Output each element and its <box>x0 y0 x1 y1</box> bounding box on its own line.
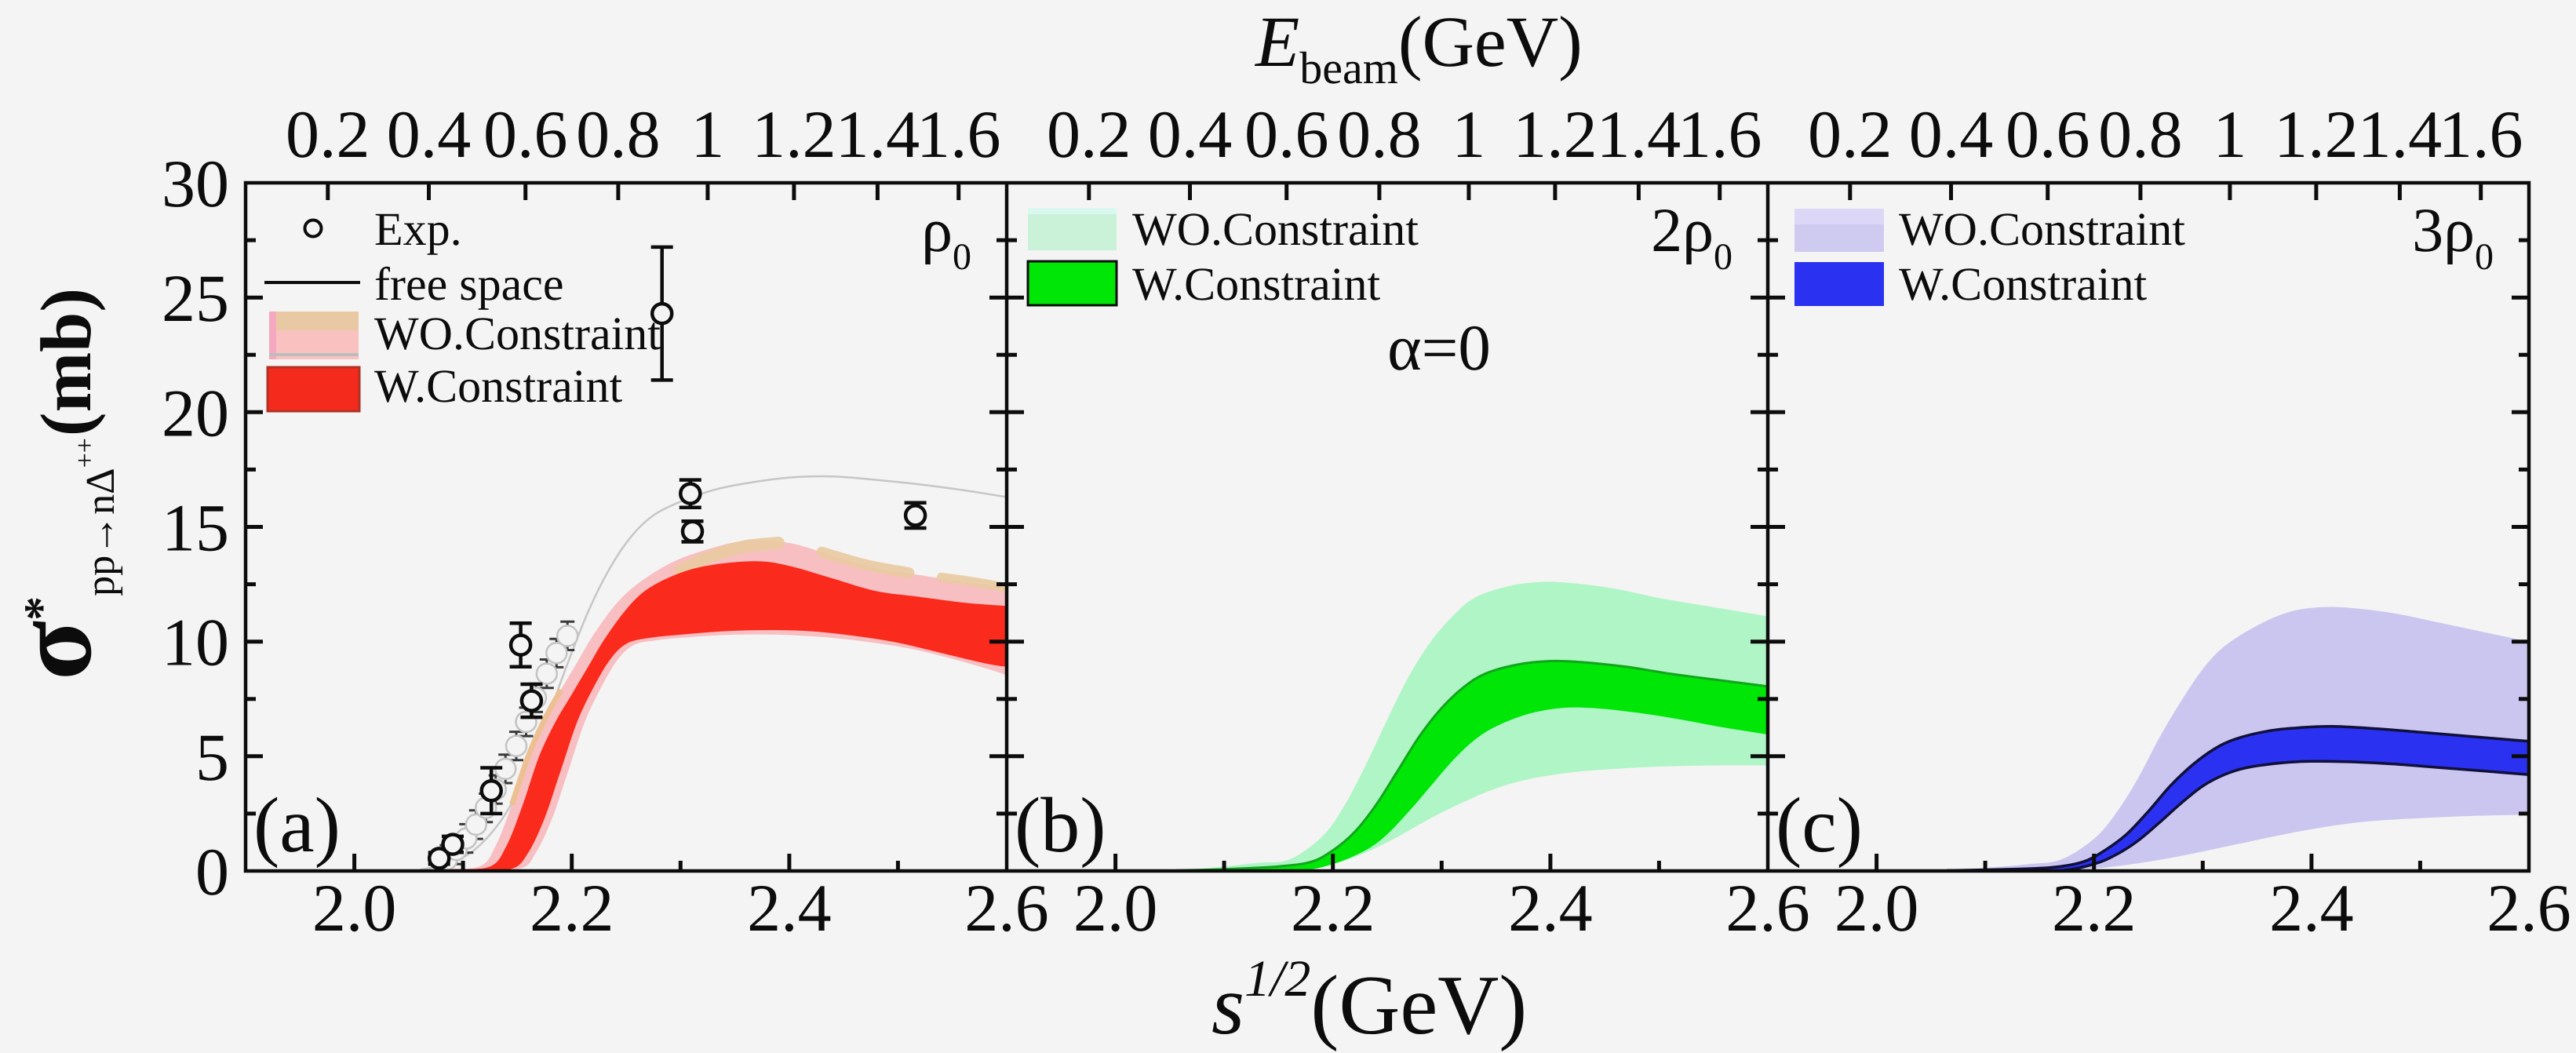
svg-text:0.4: 0.4 <box>387 97 472 172</box>
svg-text:0.2: 0.2 <box>1808 97 1893 172</box>
svg-text:0.6: 0.6 <box>1244 97 1329 172</box>
svg-text:2.6: 2.6 <box>1725 870 1810 946</box>
svg-text:WO.Constraint: WO.Constraint <box>1132 203 1419 255</box>
svg-text:1: 1 <box>2213 97 2246 172</box>
svg-text:free space: free space <box>374 258 563 310</box>
svg-text:0.6: 0.6 <box>483 97 568 172</box>
svg-text:α=0: α=0 <box>1387 312 1491 384</box>
svg-text:W.Constraint: W.Constraint <box>1899 258 2147 310</box>
svg-text:W.Constraint: W.Constraint <box>374 360 622 412</box>
svg-text:WO.Constraint: WO.Constraint <box>1899 203 2185 255</box>
svg-text:WO.Constraint: WO.Constraint <box>374 308 661 359</box>
svg-text:1.2: 1.2 <box>752 97 836 172</box>
svg-text:0.2: 0.2 <box>1047 97 1131 172</box>
svg-text:0.2: 0.2 <box>286 97 370 172</box>
svg-text:1.4: 1.4 <box>836 97 920 172</box>
svg-text:2.0: 2.0 <box>1835 870 1919 946</box>
svg-text:s1/2(GeV): s1/2(GeV) <box>1211 950 1527 1052</box>
svg-text:σ*pp→nΔ++(mb): σ*pp→nΔ++(mb) <box>0 288 123 680</box>
svg-text:1.6: 1.6 <box>916 97 1001 172</box>
svg-text:(c): (c) <box>1776 782 1863 869</box>
svg-text:2.4: 2.4 <box>2269 870 2354 946</box>
svg-text:0.4: 0.4 <box>1148 97 1233 172</box>
svg-text:1: 1 <box>690 97 724 172</box>
svg-text:2.0: 2.0 <box>312 870 397 946</box>
svg-text:2.4: 2.4 <box>1508 870 1593 946</box>
svg-text:2.0: 2.0 <box>1073 870 1158 946</box>
svg-text:20: 20 <box>162 375 229 450</box>
svg-text:(a): (a) <box>253 782 341 869</box>
svg-text:25: 25 <box>162 261 229 336</box>
svg-text:W.Constraint: W.Constraint <box>1132 258 1380 310</box>
svg-text:0.6: 0.6 <box>2006 97 2090 172</box>
svg-text:0.4: 0.4 <box>1909 97 1994 172</box>
svg-text:1.4: 1.4 <box>1597 97 1682 172</box>
svg-text:5: 5 <box>195 720 229 795</box>
svg-text:10: 10 <box>162 605 229 680</box>
svg-text:(b): (b) <box>1015 782 1106 869</box>
svg-text:1.6: 1.6 <box>2439 97 2523 172</box>
svg-text:2.2: 2.2 <box>1291 870 1375 946</box>
svg-text:1.2: 1.2 <box>1513 97 1598 172</box>
svg-text:2.2: 2.2 <box>2052 870 2137 946</box>
svg-text:30: 30 <box>162 146 229 221</box>
svg-text:2.6: 2.6 <box>964 870 1049 946</box>
svg-text:2.2: 2.2 <box>530 870 614 946</box>
svg-text:1: 1 <box>1452 97 1485 172</box>
svg-text:0.8: 0.8 <box>576 97 661 172</box>
svg-text:Exp.: Exp. <box>374 203 462 255</box>
svg-text:0.8: 0.8 <box>2098 97 2183 172</box>
svg-text:2.6: 2.6 <box>2487 870 2571 946</box>
svg-text:0: 0 <box>195 834 229 909</box>
svg-text:15: 15 <box>162 490 229 566</box>
svg-text:1.4: 1.4 <box>2358 97 2443 172</box>
svg-text:1.2: 1.2 <box>2274 97 2359 172</box>
svg-text:2.4: 2.4 <box>747 870 832 946</box>
svg-text:Ebeam(GeV): Ebeam(GeV) <box>1254 2 1583 93</box>
svg-text:1.6: 1.6 <box>1678 97 1762 172</box>
svg-text:0.8: 0.8 <box>1337 97 1422 172</box>
